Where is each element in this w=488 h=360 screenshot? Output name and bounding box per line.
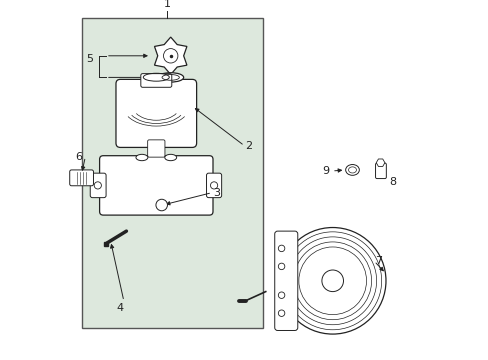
FancyBboxPatch shape: [206, 173, 221, 198]
FancyBboxPatch shape: [274, 231, 297, 330]
Ellipse shape: [158, 73, 183, 82]
Text: 4: 4: [117, 303, 123, 313]
Text: 8: 8: [389, 177, 396, 187]
Text: 2: 2: [245, 141, 252, 151]
Polygon shape: [154, 37, 186, 75]
Text: 7: 7: [374, 256, 382, 266]
Circle shape: [278, 310, 284, 316]
FancyBboxPatch shape: [147, 140, 164, 157]
Circle shape: [163, 49, 178, 63]
Text: 3: 3: [213, 188, 220, 198]
Ellipse shape: [345, 165, 359, 175]
Circle shape: [278, 245, 284, 252]
Text: 6: 6: [75, 152, 81, 162]
Circle shape: [156, 199, 167, 211]
FancyBboxPatch shape: [141, 73, 171, 87]
Circle shape: [278, 292, 284, 298]
FancyBboxPatch shape: [90, 173, 106, 198]
Ellipse shape: [164, 154, 176, 161]
FancyBboxPatch shape: [116, 79, 196, 148]
Text: 9: 9: [322, 166, 329, 176]
Text: 1: 1: [163, 0, 170, 9]
Circle shape: [279, 228, 385, 334]
Text: 5: 5: [86, 54, 93, 64]
Ellipse shape: [136, 154, 147, 161]
Polygon shape: [375, 159, 384, 166]
FancyBboxPatch shape: [100, 156, 213, 215]
FancyBboxPatch shape: [70, 170, 93, 186]
Circle shape: [321, 270, 343, 292]
Bar: [82, 18, 262, 328]
FancyBboxPatch shape: [375, 163, 386, 179]
Circle shape: [278, 263, 284, 270]
